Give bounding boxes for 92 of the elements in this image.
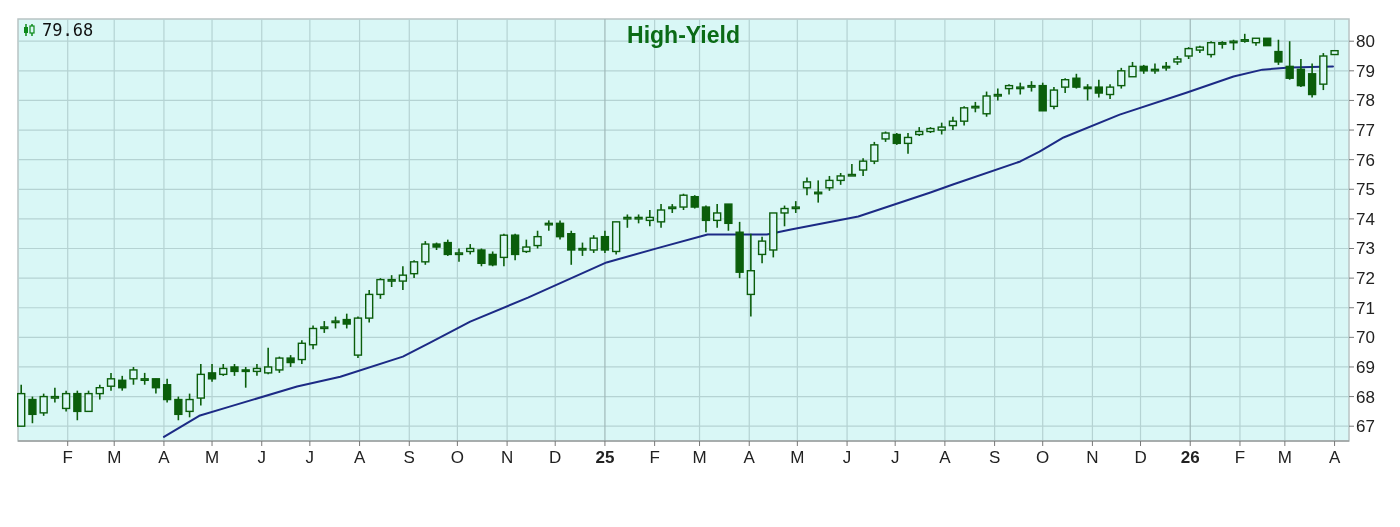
y-tick-label: 79 <box>1356 61 1375 81</box>
chart-title: High-Yield <box>627 22 740 48</box>
candlestick <box>791 200 800 214</box>
candlestick <box>870 141 879 165</box>
x-tick-label: F <box>62 448 73 467</box>
candlestick <box>1285 40 1294 81</box>
candlestick <box>162 378 172 404</box>
candlestick <box>982 90 991 118</box>
x-tick-label: J <box>305 448 315 467</box>
candlestick <box>544 219 553 232</box>
candlestick <box>1307 62 1317 99</box>
x-tick-label: O <box>1036 448 1050 467</box>
y-tick-label: 78 <box>1356 91 1375 111</box>
candlestick <box>1049 86 1059 111</box>
y-tick-label: 72 <box>1356 269 1375 289</box>
candlestick <box>567 229 576 266</box>
y-tick-label: 76 <box>1356 150 1375 170</box>
x-tick-label: M <box>1277 448 1292 467</box>
x-tick-label: O <box>450 448 465 467</box>
candlestick <box>73 389 82 422</box>
x-tick-label: M <box>107 448 122 467</box>
x-tick-label: A <box>353 448 366 467</box>
candlestick <box>320 320 329 334</box>
candlestick <box>365 289 374 324</box>
x-tick-label: N <box>1086 448 1099 467</box>
candlestick <box>656 203 666 229</box>
x-tick-label: D <box>1134 448 1147 467</box>
candlestick <box>780 204 789 228</box>
candlestick <box>1117 67 1126 90</box>
candlestick <box>1296 58 1306 88</box>
y-tick-label: 77 <box>1356 121 1375 140</box>
x-tick-label: N <box>500 448 514 467</box>
candlestick <box>61 389 71 413</box>
candlestick <box>645 209 654 228</box>
candlestick <box>308 324 318 350</box>
x-tick-label: F <box>649 448 660 467</box>
candlestick <box>1274 38 1283 66</box>
candlestick <box>1150 62 1160 75</box>
candlestick <box>454 247 464 263</box>
candlestick <box>297 339 307 365</box>
x-tick-label: J <box>890 448 900 467</box>
candlestick <box>499 232 509 268</box>
line-series <box>162 65 1334 438</box>
x-tick-label: 26 <box>1180 448 1200 467</box>
candlestick <box>555 219 565 241</box>
candlestick <box>84 389 93 413</box>
candlestick <box>39 392 48 417</box>
x-tick-label: J <box>257 448 266 467</box>
candlestick <box>600 229 610 254</box>
x-tick-label: J <box>842 448 852 467</box>
candlestick <box>185 392 194 419</box>
candlestick <box>959 105 969 127</box>
candlestick <box>50 386 60 404</box>
x-tick-label: S <box>988 448 1001 467</box>
y-tick-label: 75 <box>1356 180 1375 200</box>
x-tick-label: A <box>743 448 756 467</box>
candlestick <box>196 363 205 407</box>
candlestick <box>903 132 913 155</box>
x-tick-label: M <box>790 448 805 467</box>
candlestick <box>1016 81 1025 96</box>
candlestick <box>847 163 857 177</box>
candlestick <box>724 203 733 232</box>
y-tick-label: 73 <box>1356 239 1375 259</box>
candlestick <box>713 203 722 229</box>
y-tick-label: 67 <box>1356 417 1375 437</box>
candlestick <box>263 346 273 376</box>
y-tick-label: 68 <box>1356 387 1375 407</box>
y-tick-label: 74 <box>1356 209 1375 229</box>
candlestick <box>376 277 385 300</box>
y-tick-label: 71 <box>1356 298 1375 318</box>
candlestick <box>421 240 430 266</box>
candlestick <box>398 265 408 291</box>
annotation: 79.68 <box>42 20 94 40</box>
candlestick <box>174 395 183 422</box>
candlestick <box>757 235 767 265</box>
y-tick-label: 80 <box>1356 32 1375 52</box>
x-tick-label: A <box>1328 448 1341 467</box>
x-tick-label: M <box>692 448 707 467</box>
candlestick <box>241 366 250 389</box>
candlestick <box>28 395 37 425</box>
x-tick-label: F <box>1234 448 1246 467</box>
x-tick-label: 25 <box>595 448 615 467</box>
y-tick-label: 69 <box>1356 357 1375 377</box>
candlestick <box>701 204 711 234</box>
x-tick-label: A <box>939 448 952 467</box>
candlestick <box>746 232 756 318</box>
x-tick-label: D <box>549 448 562 467</box>
x-tick-label: M <box>204 448 220 467</box>
x-tick-label: A <box>158 448 171 467</box>
x-tick-label: S <box>403 448 415 467</box>
candlestick <box>510 232 520 262</box>
y-tick-label: 70 <box>1356 328 1375 348</box>
